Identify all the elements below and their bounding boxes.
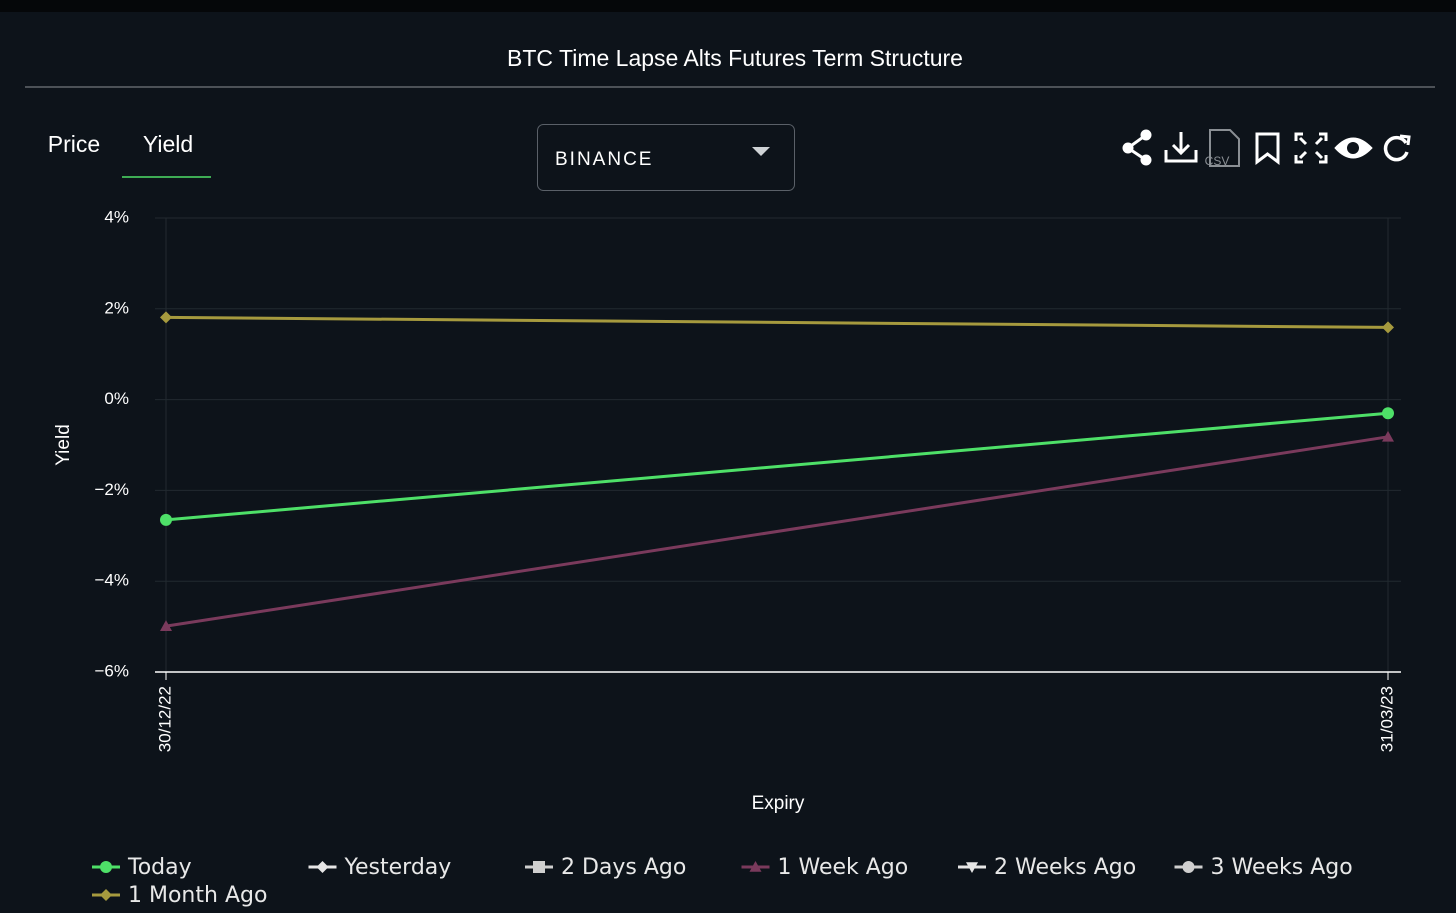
legend-label[interactable]: Yesterday <box>344 855 452 880</box>
csv-text: CSV <box>1205 154 1230 168</box>
share-icon[interactable] <box>1122 129 1152 166</box>
x-tick-label: 31/03/23 <box>1377 686 1396 752</box>
fullscreen-icon[interactable] <box>1294 132 1328 164</box>
eye-icon[interactable] <box>1334 137 1373 159</box>
series-line <box>165 411 1389 522</box>
marker <box>1382 321 1394 334</box>
y-tick-label: 2% <box>104 298 129 317</box>
x-axis-label: Expiry <box>752 793 805 814</box>
dropdown-label: BINANCE <box>555 149 653 170</box>
legend-label[interactable]: 3 Weeks Ago <box>1211 855 1353 880</box>
marker <box>160 513 172 526</box>
y-tick-label: −2% <box>95 480 130 499</box>
y-tick-label: −6% <box>95 661 130 680</box>
refresh-icon[interactable] <box>1383 134 1411 162</box>
legend-label[interactable]: 2 Weeks Ago <box>994 855 1136 880</box>
x-tick-label: 30/12/22 <box>155 686 174 752</box>
legend-label[interactable]: 1 Week Ago <box>778 855 909 880</box>
y-tick-label: −4% <box>95 571 130 590</box>
marker <box>160 311 172 324</box>
tab[interactable]: Yield <box>143 131 193 157</box>
legend-marker <box>533 861 545 873</box>
legend-label[interactable]: Today <box>127 855 192 880</box>
y-axis-label: Yield <box>53 424 74 466</box>
legend-label[interactable]: 1 Month Ago <box>128 883 267 908</box>
y-tick-label: 4% <box>104 207 129 226</box>
tab[interactable]: Price <box>48 131 100 157</box>
dropdown-caret <box>752 147 770 156</box>
legend-marker <box>316 861 329 873</box>
toolbar: CSV <box>1122 129 1411 168</box>
legend-marker <box>100 889 112 901</box>
marker <box>1382 407 1394 420</box>
marker <box>1382 430 1394 442</box>
csv-icon[interactable] <box>1209 129 1240 167</box>
series-line <box>165 435 1389 628</box>
marker <box>160 620 172 631</box>
legend-label[interactable]: 2 Days Ago <box>561 855 686 880</box>
dropdown[interactable] <box>537 124 795 191</box>
top-strip <box>0 0 1456 12</box>
legend-marker <box>1182 861 1195 873</box>
series-line <box>165 315 1389 329</box>
legend-marker <box>966 862 978 873</box>
bookmark-icon[interactable] <box>1255 132 1280 166</box>
download-icon[interactable] <box>1164 132 1198 163</box>
chart-title: BTC Time Lapse Alts Futures Term Structu… <box>507 45 963 71</box>
legend-marker <box>749 861 762 872</box>
legend-marker <box>100 861 112 873</box>
y-tick-label: 0% <box>104 389 129 408</box>
